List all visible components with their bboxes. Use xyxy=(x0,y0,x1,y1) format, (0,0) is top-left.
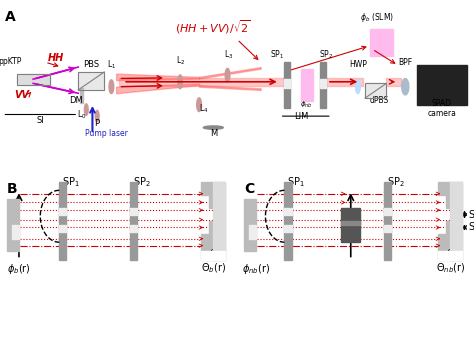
Bar xyxy=(370,29,393,56)
Text: S: S xyxy=(468,210,474,219)
Text: A: A xyxy=(5,10,16,24)
Bar xyxy=(201,251,225,260)
Text: HWP: HWP xyxy=(349,60,367,69)
Bar xyxy=(59,225,66,232)
Bar xyxy=(384,182,391,260)
Bar xyxy=(17,74,50,85)
Bar xyxy=(213,182,225,260)
Text: $\alpha$: $\alpha$ xyxy=(446,247,455,257)
Ellipse shape xyxy=(225,69,230,82)
Bar xyxy=(7,199,19,251)
Ellipse shape xyxy=(356,80,360,93)
Ellipse shape xyxy=(178,75,182,89)
Text: VV: VV xyxy=(14,90,29,100)
Bar xyxy=(59,182,66,260)
Text: SPAD
camera: SPAD camera xyxy=(428,99,456,118)
Text: L$_4$: L$_4$ xyxy=(199,102,209,115)
Text: SP$_2$: SP$_2$ xyxy=(319,48,333,61)
Bar xyxy=(284,225,292,232)
Text: $\phi_{nb}$(r): $\phi_{nb}$(r) xyxy=(242,262,270,276)
Text: DM: DM xyxy=(69,96,82,105)
Text: $\Theta_{nb}$(r): $\Theta_{nb}$(r) xyxy=(436,262,465,275)
Bar xyxy=(244,199,256,251)
Ellipse shape xyxy=(95,110,99,122)
Bar xyxy=(284,208,292,215)
Bar xyxy=(417,65,467,105)
Text: $\phi_{nb}$: $\phi_{nb}$ xyxy=(301,99,313,110)
Text: L$_2$: L$_2$ xyxy=(176,55,186,67)
Ellipse shape xyxy=(109,80,114,93)
Bar xyxy=(341,221,360,225)
Text: S: S xyxy=(468,222,474,233)
Polygon shape xyxy=(438,182,462,260)
Bar xyxy=(320,79,326,88)
Text: Pump laser: Pump laser xyxy=(85,129,128,138)
Bar xyxy=(284,79,290,88)
Text: C: C xyxy=(244,182,255,195)
Bar xyxy=(17,74,50,85)
Bar xyxy=(80,88,83,103)
Bar xyxy=(249,225,256,239)
Bar xyxy=(320,62,326,108)
Text: L$_0$: L$_0$ xyxy=(77,109,86,121)
Text: SP$_2$: SP$_2$ xyxy=(387,175,405,189)
Text: SP$_1$: SP$_1$ xyxy=(62,175,80,189)
Text: $\phi_b$(r): $\phi_b$(r) xyxy=(7,262,31,276)
Text: PBS: PBS xyxy=(83,60,99,69)
Bar xyxy=(284,62,290,108)
Text: B: B xyxy=(7,182,18,195)
Text: $\Theta_b$(r): $\Theta_b$(r) xyxy=(201,262,226,275)
Bar xyxy=(365,83,386,98)
Text: SI: SI xyxy=(36,116,44,125)
Text: dPBS: dPBS xyxy=(370,96,389,105)
Bar xyxy=(130,182,137,260)
Bar xyxy=(341,208,360,242)
Ellipse shape xyxy=(203,126,223,129)
Bar xyxy=(384,225,391,232)
Text: L$_1$: L$_1$ xyxy=(107,58,116,71)
Text: HH: HH xyxy=(47,53,64,63)
Ellipse shape xyxy=(197,98,201,111)
Ellipse shape xyxy=(84,104,88,115)
Ellipse shape xyxy=(402,79,409,95)
Bar xyxy=(384,208,391,215)
Text: SP$_2$: SP$_2$ xyxy=(133,175,151,189)
Text: $\phi_b$ (SLM): $\phi_b$ (SLM) xyxy=(360,11,394,24)
Text: L$_3$: L$_3$ xyxy=(224,48,233,61)
Bar xyxy=(438,251,462,260)
Bar xyxy=(130,208,137,215)
Bar xyxy=(130,225,137,232)
Text: $\alpha$: $\alpha$ xyxy=(209,247,218,257)
Text: M: M xyxy=(210,129,218,138)
Text: $(HH + VV)/\sqrt{2}$: $(HH + VV)/\sqrt{2}$ xyxy=(175,19,251,36)
Bar xyxy=(365,83,386,98)
Bar xyxy=(301,69,313,101)
Text: ppKTP: ppKTP xyxy=(0,57,22,66)
Bar xyxy=(59,208,66,215)
Bar xyxy=(78,72,104,90)
Bar xyxy=(284,182,292,260)
Text: BPF: BPF xyxy=(398,58,412,67)
Text: P: P xyxy=(95,119,100,128)
Bar xyxy=(12,225,19,239)
Bar xyxy=(78,72,104,90)
Text: SP$_1$: SP$_1$ xyxy=(270,48,284,61)
Polygon shape xyxy=(201,182,225,260)
Text: LIM: LIM xyxy=(294,112,308,121)
Bar xyxy=(450,182,462,260)
Text: SP$_1$: SP$_1$ xyxy=(287,175,305,189)
